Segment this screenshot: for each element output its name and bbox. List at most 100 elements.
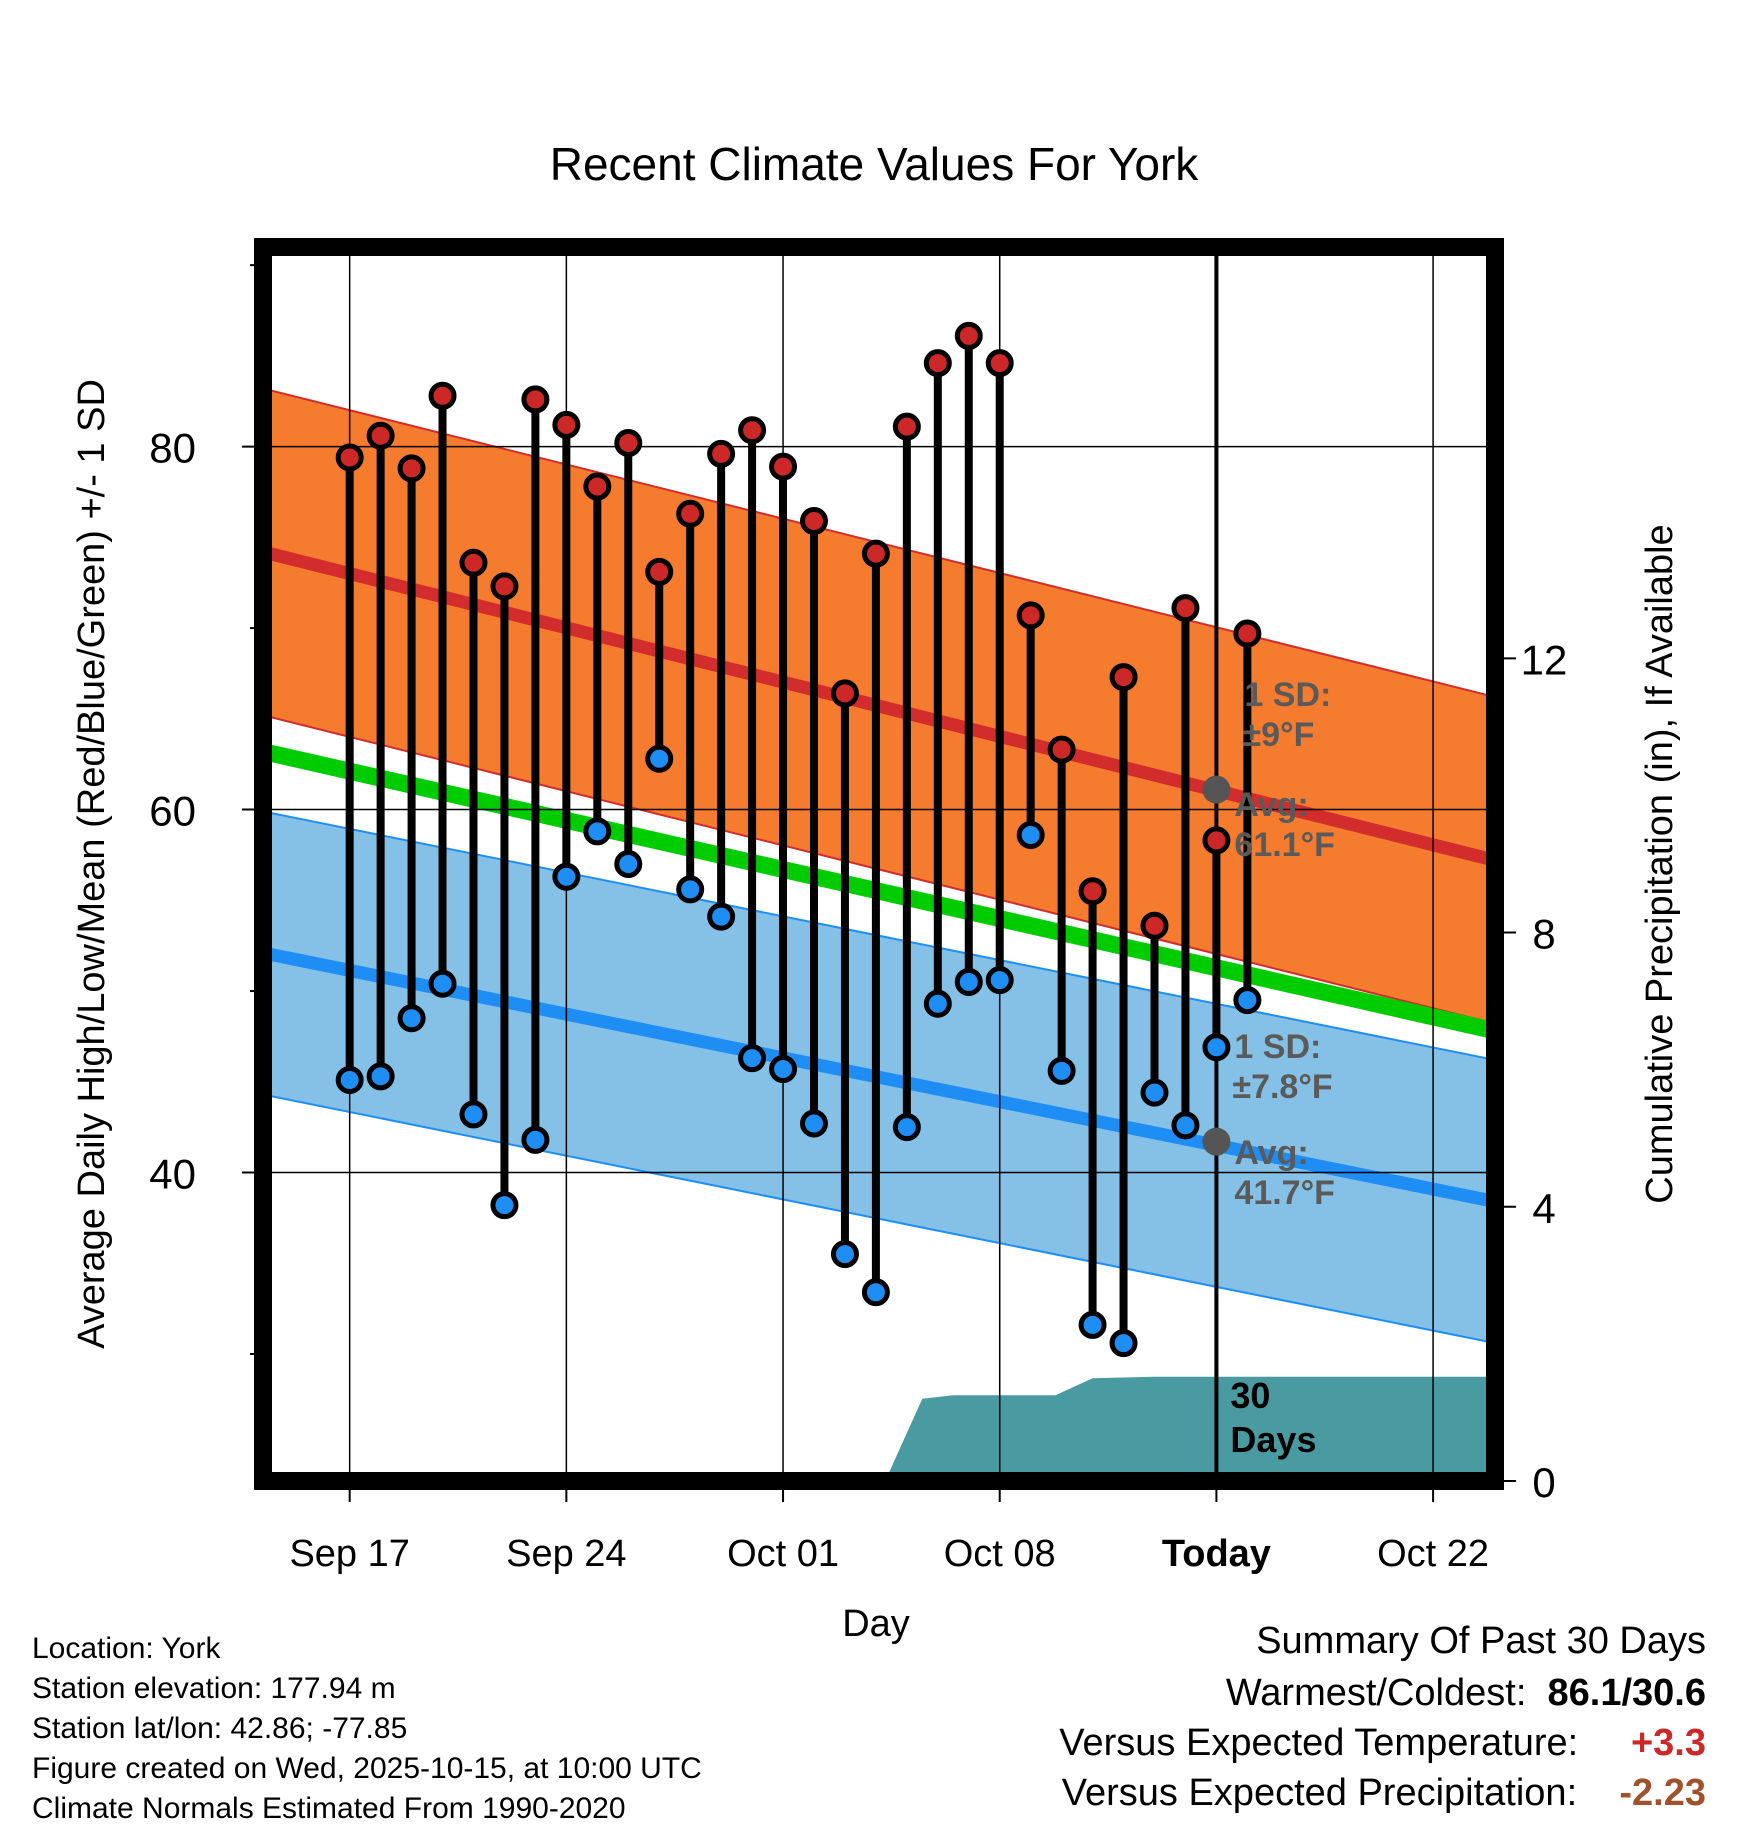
daily-low-point xyxy=(1171,1111,1200,1140)
daily-low-point xyxy=(521,1125,550,1154)
chart-title: Recent Climate Values For York xyxy=(550,138,1200,190)
x-axis-title: Day xyxy=(842,1603,910,1645)
climate-normals-note: Climate Normals Estimated From 1990-2020 xyxy=(32,1792,626,1825)
daily-low-point xyxy=(614,850,643,878)
daily-high-point xyxy=(954,321,983,350)
daily-high-point xyxy=(366,421,395,450)
precip-days-label: Days xyxy=(1230,1419,1316,1460)
x-tick-label: Sep 17 xyxy=(289,1533,409,1575)
daily-low-point xyxy=(428,969,457,998)
summary-precipitation: Versus Expected Precipitation: -2.23 xyxy=(1062,1772,1706,1815)
daily-high-point xyxy=(769,452,798,481)
daily-high-point xyxy=(521,385,550,414)
daily-low-point xyxy=(985,966,1014,995)
x-tick-label: Oct 01 xyxy=(727,1533,839,1575)
daily-low-point xyxy=(366,1062,395,1091)
y-tick-label: 40 xyxy=(149,1151,196,1198)
daily-high-point xyxy=(799,507,828,536)
daily-low-point xyxy=(954,967,983,996)
high-sd-value: ±9°F xyxy=(1242,716,1314,754)
low-sd-label: 1 SD: xyxy=(1234,1028,1321,1066)
daily-high-point xyxy=(552,410,581,439)
precip-value: -2.23 xyxy=(1619,1772,1706,1814)
daily-high-point xyxy=(645,557,674,586)
daily-high-point xyxy=(923,349,952,378)
y-tick-label: 80 xyxy=(149,425,196,472)
daily-low-point xyxy=(645,744,674,773)
x-tick-label: Today xyxy=(1162,1533,1271,1575)
y-tick-label: 60 xyxy=(149,788,196,835)
daily-high-point xyxy=(707,439,736,468)
low-avg-marker xyxy=(1202,1127,1231,1156)
summary-temperature: Versus Expected Temperature: +3.3 xyxy=(1059,1722,1706,1765)
temp-value: +3.3 xyxy=(1630,1722,1706,1764)
daily-low-point xyxy=(1233,986,1262,1015)
daily-low-point xyxy=(335,1065,364,1094)
summary-warmest-coldest: Warmest/Coldest: 86.1/30.6 xyxy=(1226,1672,1706,1715)
station-elevation: Station elevation: 177.94 m xyxy=(32,1672,396,1705)
y2-axis-title: Cumulative Precipitation (in), If Availa… xyxy=(1639,524,1681,1203)
daily-low-point xyxy=(676,875,705,904)
daily-high-point xyxy=(1171,594,1200,623)
high-avg-marker xyxy=(1202,775,1231,804)
y2-tick-label: 4 xyxy=(1532,1185,1555,1232)
daily-high-point xyxy=(861,539,890,568)
daily-low-point xyxy=(1140,1078,1169,1107)
high-avg-label: Avg: xyxy=(1234,786,1308,824)
warmest-label: Warmest/Coldest: xyxy=(1225,1672,1527,1714)
daily-high-point xyxy=(490,572,519,601)
high-avg-value: 61.1°F xyxy=(1234,826,1335,864)
daily-high-point xyxy=(1140,911,1169,940)
daily-low-point xyxy=(738,1044,767,1073)
daily-low-point xyxy=(861,1278,890,1307)
low-avg-label: Avg: xyxy=(1234,1134,1308,1172)
precip-area xyxy=(887,1376,1489,1475)
figure-created: Figure created on Wed, 2025-10-15, at 10… xyxy=(32,1752,702,1785)
daily-high-point xyxy=(583,472,612,501)
daily-low-point xyxy=(397,1004,426,1033)
y2-tick-label: 12 xyxy=(1521,636,1568,683)
temp-label: Versus Expected Temperature: xyxy=(1059,1722,1579,1764)
low-avg-value: 41.7°F xyxy=(1234,1174,1335,1212)
station-location: Location: York xyxy=(32,1632,221,1665)
daily-low-point xyxy=(1202,1033,1231,1062)
daily-low-point xyxy=(799,1109,828,1138)
station-latlon: Station lat/lon: 42.86; -77.85 xyxy=(32,1712,408,1745)
daily-high-point xyxy=(1109,663,1138,692)
daily-low-point xyxy=(490,1191,519,1220)
daily-low-point xyxy=(1016,820,1045,849)
daily-low-point xyxy=(830,1240,859,1269)
y2-tick-label: 0 xyxy=(1532,1459,1555,1506)
daily-low-point xyxy=(1109,1329,1138,1358)
daily-high-point xyxy=(1016,601,1045,630)
daily-high-point xyxy=(335,443,364,472)
x-tick-label: Oct 22 xyxy=(1377,1533,1489,1575)
daily-low-point xyxy=(552,862,581,891)
warmest-value: 86.1/30.6 xyxy=(1547,1672,1706,1714)
low-sd-value: ±7.8°F xyxy=(1232,1068,1332,1106)
daily-high-point xyxy=(830,679,859,708)
daily-low-point xyxy=(707,902,736,931)
daily-high-point xyxy=(428,381,457,410)
y-axis-title: Average Daily High/Low/Mean (Red/Blue/Gr… xyxy=(71,379,113,1349)
daily-low-point xyxy=(1078,1310,1107,1339)
daily-high-point xyxy=(614,428,643,457)
plot-frame xyxy=(254,238,1504,1490)
daily-high-point xyxy=(1047,735,1076,764)
daily-high-point xyxy=(985,349,1014,378)
daily-low-point xyxy=(1047,1056,1076,1085)
daily-low-point xyxy=(892,1113,921,1142)
daily-high-point xyxy=(1078,877,1107,906)
daily-high-point xyxy=(1202,826,1231,855)
daily-high-point xyxy=(397,454,426,483)
daily-high-point xyxy=(1233,619,1262,648)
daily-low-point xyxy=(769,1055,798,1084)
precip-days-number: 30 xyxy=(1230,1375,1270,1416)
y2-tick-label: 8 xyxy=(1532,911,1555,958)
daily-high-point xyxy=(892,412,921,441)
x-tick-label: Sep 24 xyxy=(506,1533,626,1575)
daily-high-point xyxy=(459,548,488,577)
daily-high-point xyxy=(738,416,767,445)
summary-title: Summary Of Past 30 Days xyxy=(1256,1620,1706,1663)
